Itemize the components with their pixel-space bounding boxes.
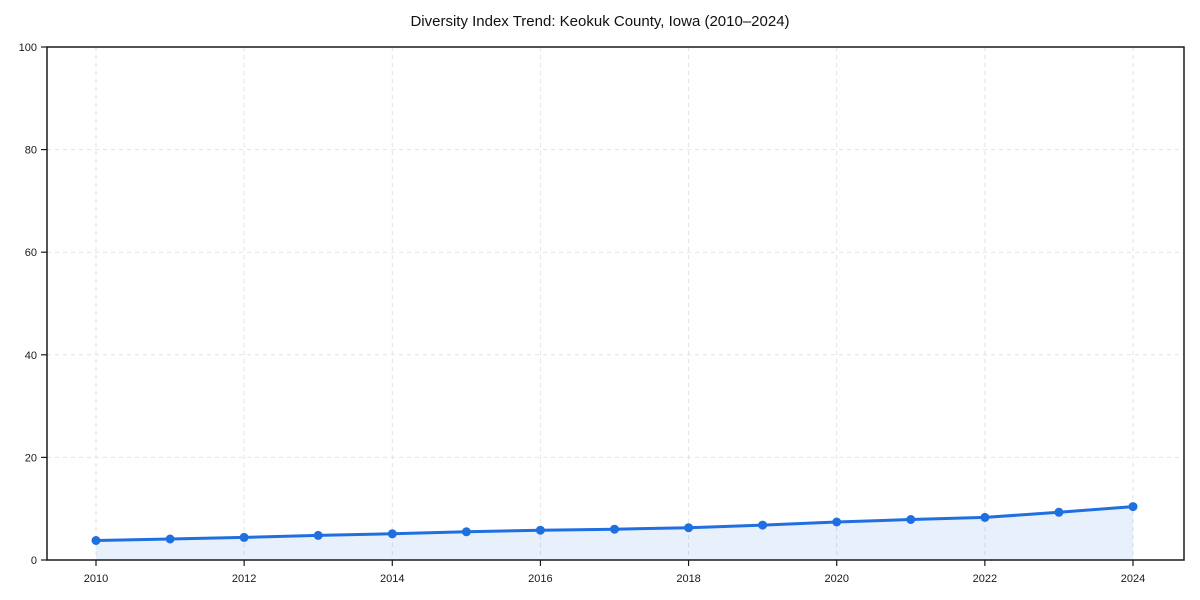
x-tick-label: 2010 (84, 573, 108, 585)
data-point-marker (1128, 502, 1138, 512)
data-point-marker (1054, 507, 1064, 517)
chart-title: Diversity Index Trend: Keokuk County, Io… (410, 13, 790, 30)
data-point-marker (387, 529, 397, 539)
data-point-marker (906, 515, 916, 524)
y-tick-label: 80 (25, 145, 37, 157)
data-point-marker (313, 530, 323, 540)
data-point-marker (684, 523, 694, 533)
y-tick-label: 100 (19, 42, 37, 54)
plot-border (46, 46, 1185, 561)
y-tick-label: 20 (25, 452, 37, 464)
x-tick-label: 2022 (973, 573, 997, 585)
y-tick-label: 60 (25, 247, 37, 259)
y-tick-label: 40 (25, 350, 37, 362)
x-tick-label: 2020 (824, 573, 848, 585)
y-tick-label: 0 (31, 555, 37, 567)
data-point-marker (165, 534, 175, 544)
plot-background (47, 47, 1184, 560)
data-point-marker (535, 525, 545, 535)
x-tick-label: 2012 (232, 573, 256, 585)
data-point-marker (610, 524, 619, 534)
data-point-marker (980, 512, 990, 522)
data-point-marker (758, 520, 768, 530)
data-point-marker (239, 532, 249, 542)
x-tick-label: 2024 (1121, 573, 1145, 585)
x-tick-label: 2016 (528, 573, 552, 585)
data-point-marker (461, 527, 471, 537)
x-tick-label: 2018 (676, 573, 700, 585)
data-point-marker (91, 536, 101, 545)
x-tick-label: 2014 (380, 573, 404, 585)
data-point-marker (832, 517, 842, 527)
